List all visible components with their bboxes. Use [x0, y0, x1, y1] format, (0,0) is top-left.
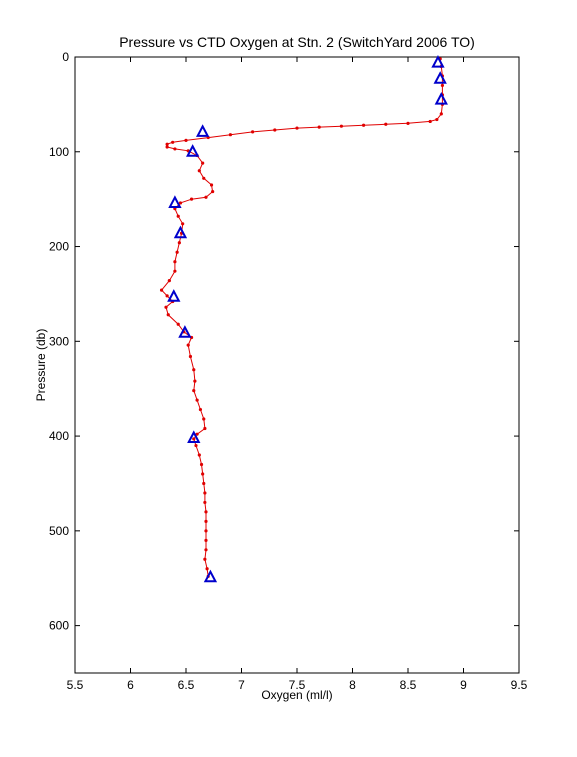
ctd-oxygen-point: [202, 481, 206, 486]
ctd-oxygen-point: [181, 222, 185, 226]
ctd-oxygen-point: [186, 343, 190, 347]
ctd-oxygen-point: [178, 201, 183, 205]
ctd-oxygen-point: [159, 288, 164, 292]
ctd-oxygen-point: [384, 122, 388, 126]
ctd-oxygen-point: [165, 145, 169, 149]
ctd-oxygen-point: [435, 117, 439, 122]
x-tick-label: 9: [460, 678, 467, 692]
ctd-oxygen-point: [197, 169, 201, 173]
ctd-oxygen-point: [173, 269, 177, 273]
ctd-oxygen-point: [201, 472, 205, 476]
ctd-oxygen-point: [339, 124, 343, 128]
y-tick-label: 300: [49, 334, 69, 348]
chart-title: Pressure vs CTD Oxygen at Stn. 2 (Switch…: [119, 34, 475, 50]
ctd-oxygen-point: [204, 548, 208, 552]
ctd-oxygen-point: [205, 567, 209, 571]
ctd-oxygen-point: [204, 529, 208, 533]
ctd-oxygen-point: [166, 313, 170, 317]
ctd-oxygen-point: [295, 126, 299, 130]
ctd-oxygen-point: [195, 432, 199, 436]
ctd-oxygen-point: [273, 128, 277, 132]
x-tick-label: 6: [127, 678, 134, 692]
ctd-oxygen-point: [204, 519, 208, 523]
ctd-oxygen-point: [173, 260, 177, 264]
ctd-oxygen-point: [203, 557, 207, 561]
ctd-oxygen-point: [202, 417, 206, 421]
bottle-sample-marker: [431, 55, 445, 68]
ctd-oxygen-point: [165, 294, 169, 298]
y-axis-label: Pressure (db): [34, 329, 48, 402]
ctd-oxygen-point: [184, 138, 188, 142]
ctd-oxygen-point: [176, 214, 180, 218]
ctd-oxygen-point: [228, 133, 232, 137]
bottle-sample-marker: [167, 289, 181, 302]
ctd-oxygen-point: [188, 354, 193, 359]
ctd-oxygen-point: [192, 388, 196, 393]
ctd-oxygen-point: [176, 322, 180, 326]
ctd-oxygen-point: [203, 426, 207, 431]
y-tick-label: 400: [49, 429, 69, 443]
ctd-oxygen-point: [204, 195, 208, 199]
y-tick-label: 0: [62, 50, 69, 64]
ctd-oxygen-point: [195, 398, 199, 402]
ctd-oxygen-point: [197, 453, 201, 457]
ctd-oxygen-point: [189, 197, 194, 201]
ctd-oxygen-point: [165, 142, 169, 146]
ctd-oxygen-point: [164, 305, 168, 309]
ctd-oxygen-point: [194, 443, 198, 448]
ctd-oxygen-point: [203, 500, 207, 505]
ctd-oxygen-point: [192, 368, 196, 372]
x-tick-label: 9.5: [511, 678, 528, 692]
bottle-sample-marker: [168, 195, 182, 208]
ctd-oxygen-point: [440, 83, 445, 88]
ctd-oxygen-point: [362, 123, 366, 127]
ctd-oxygen-point: [193, 379, 197, 383]
ctd-oxygen-point: [201, 161, 205, 165]
bottle-sample-marker: [433, 71, 447, 84]
bottle-sample-marker: [186, 144, 200, 157]
y-tick-label: 200: [49, 240, 69, 254]
ctd-oxygen-point: [406, 121, 410, 125]
ctd-oxygen-point: [192, 437, 196, 441]
ctd-oxygen-point: [428, 119, 432, 124]
bottle-sample-marker: [195, 124, 210, 137]
ctd-oxygen-point: [251, 130, 255, 134]
x-tick-label: 7.5: [289, 678, 306, 692]
ctd-oxygen-point: [175, 250, 179, 254]
axis-ticks: 5.5 6 6.5 7 7.5 8 8.5 9 9.5 0 100 200 300 400 500 600: [49, 50, 528, 692]
plot-frame: [74, 56, 520, 674]
data-series: [159, 55, 448, 583]
ctd-oxygen-point: [202, 176, 206, 180]
bottle-sample-marker: [203, 569, 218, 583]
x-tick-label: 8.5: [400, 678, 417, 692]
ctd-oxygen-point: [209, 183, 214, 187]
ctd-oxygen-point: [203, 491, 207, 495]
ctd-oxygen-point: [177, 241, 181, 245]
bottle-sample-marker: [178, 325, 192, 338]
ctd-oxygen-point: [199, 462, 204, 467]
x-axis-label: Oxygen (ml/l): [261, 688, 332, 702]
ctd-oxygen-point: [167, 279, 171, 283]
x-tick-label: 7: [238, 678, 245, 692]
x-tick-label: 8: [349, 678, 356, 692]
x-tick-label: 6.5: [178, 678, 195, 692]
y-tick-label: 600: [49, 619, 69, 633]
ctd-oxygen-point: [204, 538, 208, 542]
ctd-oxygen-point: [211, 189, 215, 194]
y-tick-label: 100: [49, 145, 69, 159]
x-tick-label: 5.5: [67, 678, 84, 692]
y-tick-label: 500: [49, 524, 69, 538]
ctd-oxygen-point: [317, 125, 321, 129]
bottle-sample-marker: [434, 91, 448, 105]
ctd-oxygen-point: [173, 147, 177, 151]
ctd-oxygen-point: [198, 407, 203, 412]
bottle-sample-marker: [173, 225, 188, 239]
bottle-sample-marker: [187, 430, 201, 443]
ctd-oxygen-point: [204, 510, 208, 514]
ctd-oxygen-point: [171, 140, 175, 144]
ctd-oxygen-point: [439, 112, 443, 116]
